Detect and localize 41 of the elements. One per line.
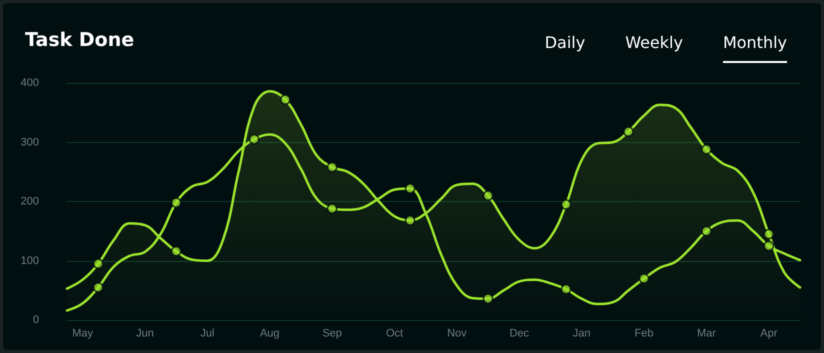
point bbox=[404, 215, 416, 226]
point bbox=[701, 144, 712, 155]
point bbox=[623, 126, 634, 137]
point bbox=[170, 197, 182, 208]
x-tick-label: Apr bbox=[760, 328, 778, 340]
point bbox=[764, 240, 774, 252]
point bbox=[326, 203, 338, 214]
point bbox=[764, 228, 774, 240]
point bbox=[92, 282, 104, 293]
y-tick-label: 0 bbox=[32, 314, 39, 326]
point bbox=[248, 134, 260, 145]
x-tick-label: Dec bbox=[509, 328, 530, 340]
chart-title: Task Done bbox=[25, 29, 134, 51]
x-tick-label: Nov bbox=[447, 328, 468, 340]
point bbox=[701, 226, 712, 236]
x-tick-label: Mar bbox=[696, 328, 716, 340]
x-tick-label: May bbox=[72, 328, 94, 340]
y-tick-label: 300 bbox=[20, 136, 39, 148]
text: Monthly bbox=[722, 33, 787, 63]
point bbox=[326, 162, 338, 172]
point bbox=[560, 284, 572, 294]
text: Weekly bbox=[625, 33, 683, 54]
y-tick-label: 400 bbox=[20, 77, 39, 89]
point bbox=[404, 183, 416, 194]
text: Daily bbox=[544, 33, 586, 54]
x-tick-label: Jan bbox=[572, 328, 591, 340]
x-tick-label: Feb bbox=[634, 328, 654, 340]
x-tick-label: Jul bbox=[200, 328, 214, 340]
x-tick-label: Sep bbox=[322, 328, 342, 340]
point bbox=[92, 258, 104, 269]
x-tick-label: Jun bbox=[136, 328, 154, 340]
point bbox=[560, 199, 572, 210]
y-tick-label: 100 bbox=[20, 254, 39, 267]
x-tick-label: Aug bbox=[260, 328, 280, 340]
point bbox=[638, 273, 650, 284]
point bbox=[482, 190, 494, 201]
y-tick-label: 200 bbox=[20, 196, 39, 208]
x-tick-label: Oct bbox=[386, 328, 404, 340]
point bbox=[482, 293, 494, 304]
point bbox=[280, 94, 291, 105]
point bbox=[170, 246, 182, 257]
